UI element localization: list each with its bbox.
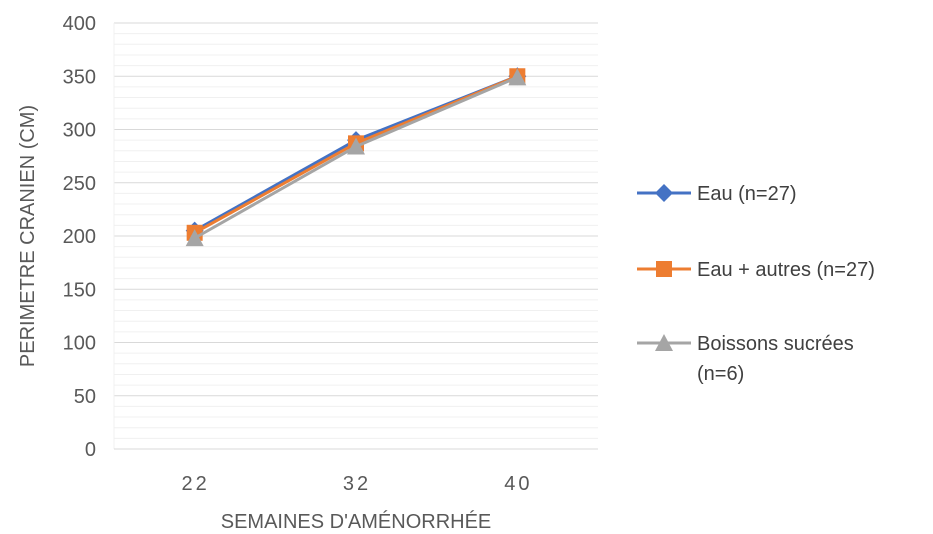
y-tick-label: 400: [63, 13, 96, 35]
y-tick-labels: 0 50 100 150 200 250 300 350 400: [63, 13, 96, 461]
legend-marker-diamond: [655, 184, 673, 202]
legend-label-line: (n=6): [697, 363, 744, 385]
legend-marker-triangle: [655, 334, 673, 351]
legend-item: Eau + autres (n=27): [637, 259, 875, 281]
y-tick-label: 300: [63, 120, 96, 142]
x-tick-label: 22: [182, 473, 210, 495]
legend-label-line: Boissons sucrées: [697, 333, 854, 355]
y-tick-label: 250: [63, 173, 96, 195]
x-tick-label: 32: [343, 473, 371, 495]
y-tick-label: 100: [63, 333, 96, 355]
y-tick-label: 350: [63, 66, 96, 88]
legend-marker-square: [656, 261, 672, 277]
gridlines: [113, 22, 598, 449]
y-axis-title: PERIMETRE CRANIEN (CM): [17, 105, 39, 367]
data-point-triangle: [508, 68, 527, 86]
data-point-triangle: [185, 229, 204, 247]
legend-label: Eau + autres (n=27): [697, 259, 875, 281]
series-line: [193, 75, 518, 240]
data-series: [185, 67, 527, 247]
x-tick-label: 40: [504, 473, 532, 495]
y-tick-label: 50: [74, 386, 96, 408]
series-2: [185, 68, 527, 247]
x-axis-title: SEMAINES D'AMÉNORRHÉE: [221, 510, 492, 533]
legend-label: Eau (n=27): [697, 183, 797, 205]
data-point-triangle: [347, 137, 365, 155]
x-tick-labels: 22 32 40: [182, 473, 532, 495]
y-tick-label: 150: [63, 279, 96, 301]
y-tick-label: 200: [63, 226, 96, 248]
legend-item: Eau (n=27): [637, 183, 797, 205]
y-tick-label: 0: [85, 439, 96, 461]
legend-item: Boissons sucrées (n=6): [637, 333, 854, 385]
legend: Eau (n=27) Eau + autres (n=27) Boissons su…: [637, 183, 875, 385]
